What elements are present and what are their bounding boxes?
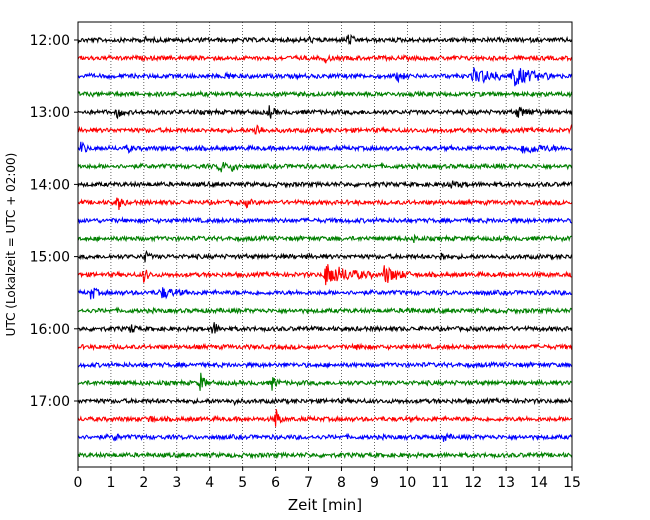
- y-tick-label: 14:00: [30, 177, 70, 193]
- x-tick-label: 7: [304, 475, 313, 491]
- trace-line: [77, 216, 573, 225]
- x-axis-title: Zeit [min]: [288, 496, 362, 514]
- seismogram-traces: [77, 33, 573, 460]
- y-tick-label: 12:00: [30, 33, 70, 49]
- trace-line: [77, 105, 573, 120]
- x-tick-label: 12: [464, 475, 482, 491]
- trace-line: [77, 33, 573, 45]
- trace-line: [77, 322, 573, 334]
- trace-line: [77, 141, 573, 155]
- trace-line: [77, 89, 573, 99]
- x-tick-label: 13: [497, 475, 515, 491]
- x-tick-label: 6: [271, 475, 280, 491]
- x-tick-label: 11: [431, 475, 449, 491]
- x-tick-label: 4: [205, 475, 214, 491]
- trace-line: [77, 53, 573, 64]
- x-tick-label: 9: [370, 475, 379, 491]
- trace-line: [77, 372, 573, 391]
- trace-line: [77, 409, 573, 427]
- y-axis-ticks: 12:00 13:00 14:00 15:00 16:00 17:00: [30, 33, 78, 410]
- x-tick-label: 3: [172, 475, 181, 491]
- trace-line: [77, 197, 573, 211]
- trace-line: [77, 124, 573, 135]
- trace-line: [77, 450, 573, 460]
- x-tick-label: 0: [74, 475, 83, 491]
- y-tick-label: 16:00: [30, 322, 70, 338]
- x-tick-label: 10: [398, 475, 416, 491]
- trace-line: [77, 67, 573, 87]
- trace-line: [77, 342, 573, 352]
- trace-line: [77, 360, 573, 370]
- trace-line: [77, 396, 573, 407]
- trace-line: [77, 287, 573, 300]
- x-axis-ticks: 0 1 2 3 4 5 6 7 8 9 10 11 12 13 14 15: [74, 467, 581, 491]
- trace-line: [77, 161, 573, 173]
- x-tick-label: 1: [106, 475, 115, 491]
- plot-frame: [77, 21, 573, 468]
- y-tick-label: 15:00: [30, 250, 70, 266]
- y-tick-label: 13:00: [30, 105, 70, 121]
- x-tick-label: 2: [139, 475, 148, 491]
- trace-line: [77, 264, 573, 286]
- x-tick-label: 8: [337, 475, 346, 491]
- x-tick-label: 5: [238, 475, 247, 491]
- x-tick-label: 15: [563, 475, 581, 491]
- y-axis-title: UTC (Lokalzeit = UTC + 02:00): [4, 153, 18, 337]
- trace-line: [77, 306, 573, 315]
- trace-line: [77, 233, 573, 244]
- x-tick-label: 14: [530, 475, 548, 491]
- trace-line: [77, 432, 573, 442]
- trace-line: [77, 249, 573, 263]
- y-tick-label: 17:00: [30, 394, 70, 410]
- trace-line: [77, 180, 573, 189]
- grid-lines: [110, 22, 540, 467]
